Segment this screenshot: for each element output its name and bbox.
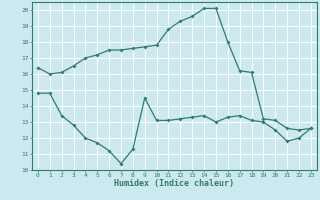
X-axis label: Humidex (Indice chaleur): Humidex (Indice chaleur) <box>115 179 234 188</box>
